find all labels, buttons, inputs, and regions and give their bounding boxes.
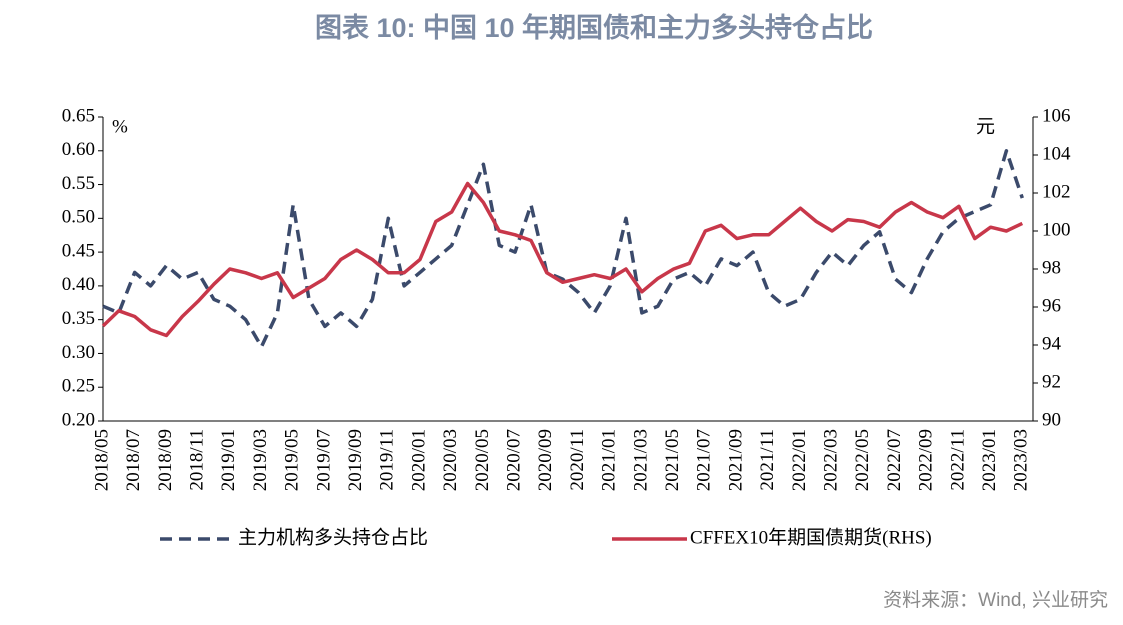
- y-tick-label: 0.65: [62, 105, 95, 126]
- y2-tick-label: 96: [1042, 295, 1061, 316]
- x-tick-label: 2019/09: [345, 429, 366, 491]
- y-tick-label: 0.50: [62, 207, 95, 228]
- chart-title: 图表 10: 中国 10 年期国债和主力多头持仓占比: [315, 12, 873, 43]
- x-tick-label: 2018/07: [123, 429, 144, 491]
- x-tick-label: 2020/03: [440, 429, 461, 491]
- legend-label: CFFEX10年期国债期货(RHS): [690, 526, 932, 548]
- y2-axis-unit: 元: [976, 116, 995, 137]
- x-tick-label: 2022/03: [820, 429, 841, 491]
- x-tick-label: 2021/01: [599, 429, 620, 491]
- x-tick-label: 2020/07: [503, 429, 524, 491]
- series-line: [101, 181, 1024, 338]
- y-tick-label: 0.25: [62, 376, 95, 397]
- y2-tick-label: 90: [1042, 409, 1061, 430]
- series-line: [102, 149, 1024, 349]
- x-tick-label: 2019/03: [250, 429, 271, 491]
- y2-tick-label: 104: [1042, 143, 1071, 164]
- y-tick-label: 0.55: [62, 173, 95, 194]
- x-tick-label: 2018/05: [91, 429, 112, 491]
- x-tick-label: 2018/09: [155, 429, 176, 491]
- y2-tick-label: 94: [1042, 333, 1062, 354]
- x-tick-label: 2022/01: [789, 429, 810, 491]
- x-tick-label: 2022/05: [852, 429, 873, 491]
- y-tick-label: 0.20: [62, 409, 95, 430]
- x-tick-label: 2021/03: [630, 429, 651, 491]
- y2-tick-label: 100: [1042, 219, 1071, 240]
- x-tick-label: 2020/09: [535, 429, 556, 491]
- y-tick-label: 0.35: [62, 308, 95, 329]
- x-tick-label: 2020/05: [472, 429, 493, 491]
- x-tick-label: 2021/09: [725, 429, 746, 491]
- x-tick-label: 2021/05: [662, 429, 683, 491]
- x-tick-label: 2019/01: [218, 429, 239, 491]
- x-tick-label: 2022/09: [916, 429, 937, 491]
- x-tick-label: 2018/11: [186, 429, 207, 491]
- x-tick-label: 2019/11: [377, 429, 398, 491]
- y2-tick-label: 102: [1042, 181, 1071, 202]
- x-tick-label: 2022/11: [947, 429, 968, 491]
- y-tick-label: 0.40: [62, 274, 95, 295]
- legend-label: 主力机构多头持仓占比: [238, 526, 428, 548]
- x-tick-label: 2019/07: [313, 429, 334, 491]
- y-tick-label: 0.45: [62, 240, 95, 261]
- x-tick-label: 2023/03: [1011, 429, 1032, 491]
- x-tick-label: 2020/11: [567, 429, 588, 491]
- source: 资料来源：Wind, 兴业研究: [883, 589, 1108, 611]
- x-tick-label: 2019/05: [282, 429, 303, 491]
- x-tick-label: 2021/11: [757, 429, 778, 491]
- y-axis-unit: %: [112, 116, 128, 137]
- y2-tick-label: 98: [1042, 257, 1061, 278]
- y-tick-label: 0.30: [62, 342, 95, 363]
- y-tick-label: 0.60: [62, 139, 95, 160]
- x-tick-label: 2023/01: [979, 429, 1000, 491]
- y2-tick-label: 106: [1042, 105, 1071, 126]
- y2-tick-label: 92: [1042, 371, 1061, 392]
- x-tick-label: 2020/01: [408, 429, 429, 491]
- x-tick-label: 2021/07: [694, 429, 715, 491]
- x-tick-label: 2022/07: [884, 429, 905, 491]
